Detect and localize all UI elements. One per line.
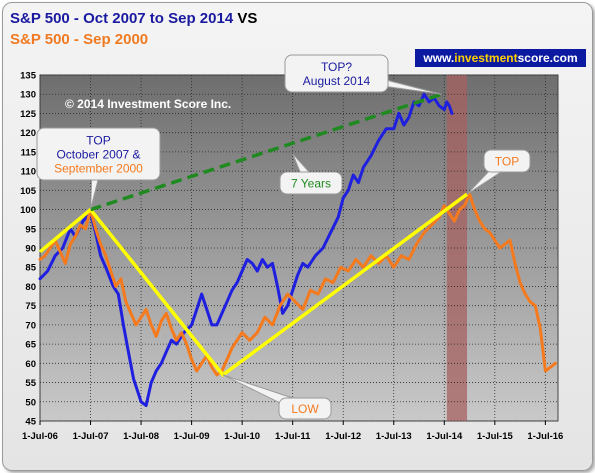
- trendline-yellow: [38, 192, 469, 377]
- x-tick-label: 1-Jul-11: [275, 431, 311, 442]
- y-tick-label: 115: [21, 147, 37, 158]
- banner-prefix: www.: [423, 51, 455, 65]
- website-banner[interactable]: www.investmentscore.com: [415, 49, 586, 67]
- callout-text-low: LOW: [291, 402, 319, 416]
- y-tick-label: 45: [25, 417, 36, 428]
- x-tick-label: 1-Jul-09: [174, 431, 210, 442]
- y-tick-label: 50: [25, 397, 36, 408]
- banner-suffix: score.com: [517, 51, 578, 65]
- y-tick-label: 80: [25, 282, 36, 293]
- series-line-2000: [38, 192, 557, 377]
- title-orange-series: S&P 500 - Sep 2000: [10, 31, 149, 48]
- banner-highlight: investment: [454, 51, 518, 65]
- callout-box: [483, 149, 531, 173]
- callout-text-top2007: September 2000: [54, 162, 143, 176]
- callout-text-top2007: October 2007 &: [56, 148, 140, 162]
- x-tick-label: 1-Jul-06: [22, 431, 58, 442]
- y-tick-label: 60: [25, 359, 36, 370]
- chart-titles: S&P 500 - Oct 2007 to Sep 2014 VS S&P 50…: [10, 8, 257, 50]
- x-tick-label: 1-Jul-07: [73, 431, 109, 442]
- x-tick-label: 1-Jul-10: [224, 431, 260, 442]
- title-line-2: S&P 500 - Sep 2000: [10, 29, 257, 50]
- x-tick-label: 1-Jul-13: [376, 431, 412, 442]
- trendline-green-dashed: [89, 92, 443, 212]
- callout-box: [278, 397, 332, 420]
- title-vs: VS: [233, 10, 258, 27]
- y-tick-label: 55: [25, 378, 36, 389]
- watermark-text: © 2014 Investment Score Inc.: [65, 97, 231, 111]
- y-tick-label: 120: [20, 128, 36, 139]
- callout-box: [279, 171, 343, 195]
- y-tick-label: 110: [21, 167, 36, 178]
- callout-text-years: 7 Years: [291, 177, 331, 191]
- x-tick-label: 1-Jul-08: [123, 431, 159, 442]
- y-tick-label: 75: [25, 301, 36, 312]
- series-line-2007-2014: [38, 92, 454, 408]
- y-tick-label: 135: [20, 71, 37, 82]
- y-tick-label: 105: [20, 186, 37, 197]
- callout-text-top: TOP: [495, 155, 519, 169]
- x-tick-label: 1-Jul-16: [527, 431, 563, 442]
- y-tick-label: 65: [25, 340, 36, 351]
- y-tick-label: 95: [25, 224, 36, 235]
- y-tick-label: 85: [25, 263, 36, 274]
- y-tick-label: 125: [20, 109, 37, 120]
- callout-text-top2007: TOP: [86, 134, 110, 148]
- y-tick-label: 70: [25, 320, 36, 331]
- title-line-1: S&P 500 - Oct 2007 to Sep 2014 VS: [10, 8, 257, 29]
- y-tick-label: 130: [20, 90, 36, 101]
- x-tick-label: 1-Jul-15: [477, 431, 514, 442]
- shaded-region: [446, 75, 468, 421]
- callout-box: [284, 54, 389, 93]
- callout-text-top2014: August 2014: [303, 74, 371, 88]
- x-tick-label: 1-Jul-12: [325, 431, 361, 442]
- y-tick-label: 90: [25, 244, 36, 255]
- callout-box: [36, 127, 161, 181]
- x-tick-label: 1-Jul-14: [426, 431, 463, 442]
- title-blue-series: S&P 500 - Oct 2007 to Sep 2014: [10, 10, 234, 27]
- callout-text-top2014: TOP?: [321, 60, 352, 74]
- y-tick-label: 100: [20, 205, 36, 216]
